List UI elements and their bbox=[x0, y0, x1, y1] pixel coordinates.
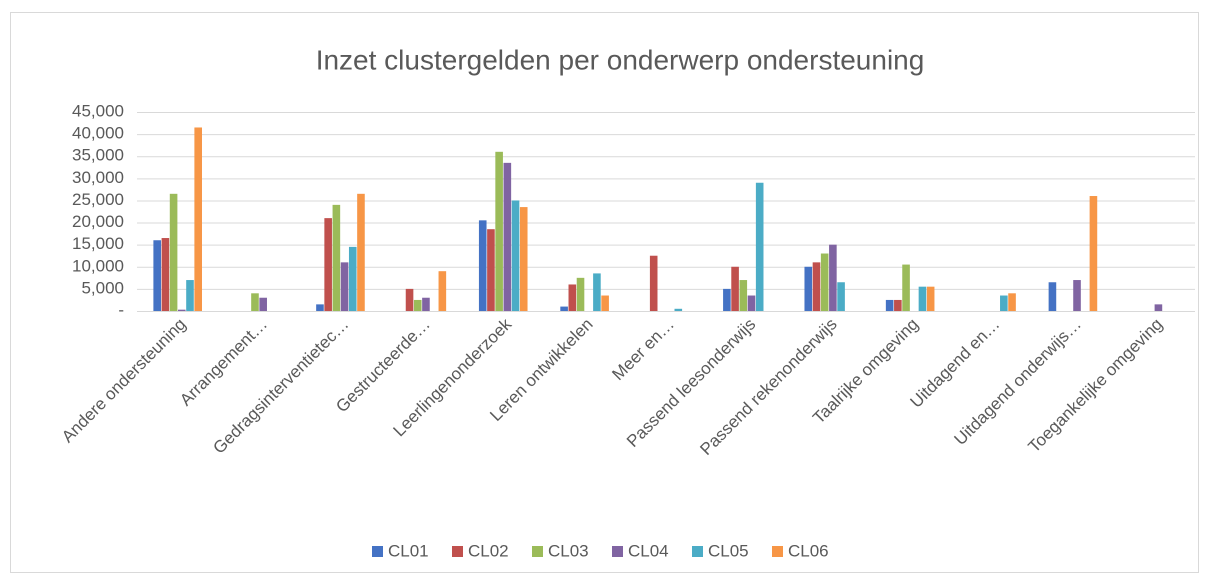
y-tick-label: - bbox=[118, 300, 124, 319]
bar bbox=[194, 127, 202, 311]
bar bbox=[405, 288, 414, 311]
bar bbox=[902, 264, 910, 311]
legend-label: CL01 bbox=[388, 541, 429, 560]
bar bbox=[316, 304, 324, 311]
legend-swatch bbox=[532, 546, 543, 557]
y-tick-label: 30,000 bbox=[72, 168, 124, 187]
bar bbox=[1073, 280, 1081, 311]
bar bbox=[723, 288, 731, 311]
legend-swatch bbox=[692, 546, 703, 557]
bar bbox=[674, 308, 683, 311]
bar bbox=[1089, 196, 1098, 311]
bar bbox=[348, 246, 357, 311]
bar bbox=[747, 295, 756, 311]
bar bbox=[177, 309, 186, 311]
bar bbox=[161, 238, 170, 311]
bar bbox=[251, 293, 259, 311]
bar bbox=[576, 277, 585, 311]
y-tick-label: 35,000 bbox=[72, 146, 124, 165]
y-tick-label: 5,000 bbox=[81, 278, 124, 297]
legend-swatch bbox=[452, 546, 463, 557]
bar bbox=[259, 297, 267, 311]
bar bbox=[649, 255, 658, 311]
legend-label: CL05 bbox=[708, 541, 749, 560]
bar bbox=[755, 182, 764, 311]
bar bbox=[926, 286, 935, 311]
bar bbox=[478, 220, 487, 311]
bar bbox=[739, 280, 748, 311]
y-tick-label: 25,000 bbox=[72, 190, 124, 209]
chart-title: Inzet clustergelden per onderwerp onders… bbox=[316, 44, 925, 75]
legend-label: CL03 bbox=[548, 541, 589, 560]
y-tick-label: 15,000 bbox=[72, 234, 124, 253]
bar bbox=[560, 306, 568, 311]
bar bbox=[829, 244, 837, 311]
bar bbox=[731, 266, 739, 311]
bar bbox=[894, 299, 902, 311]
chart-frame bbox=[10, 12, 1199, 573]
bar bbox=[519, 207, 528, 311]
bar bbox=[1000, 295, 1008, 311]
legend-swatch bbox=[612, 546, 623, 557]
bar bbox=[812, 262, 821, 311]
bar bbox=[438, 271, 447, 311]
bar bbox=[918, 286, 927, 311]
bar bbox=[885, 299, 894, 311]
bar bbox=[332, 204, 341, 311]
bar bbox=[568, 284, 577, 311]
legend-label: CL02 bbox=[468, 541, 509, 560]
y-tick-label: 45,000 bbox=[72, 101, 124, 120]
y-tick-label: 10,000 bbox=[72, 256, 124, 275]
bar bbox=[495, 151, 503, 311]
legend-label: CL06 bbox=[788, 541, 829, 560]
bar bbox=[487, 229, 495, 311]
legend-label: CL04 bbox=[628, 541, 669, 560]
y-tick-label: 20,000 bbox=[72, 212, 124, 231]
bar bbox=[357, 193, 365, 311]
bar bbox=[593, 273, 601, 311]
bar bbox=[511, 200, 520, 311]
bar bbox=[804, 266, 813, 311]
bar bbox=[413, 299, 422, 311]
bar bbox=[1008, 293, 1016, 311]
bar bbox=[422, 297, 430, 311]
bar bbox=[1154, 304, 1163, 311]
y-tick-label: 40,000 bbox=[72, 124, 124, 143]
bar bbox=[186, 280, 194, 311]
bar bbox=[837, 282, 845, 311]
bar bbox=[1048, 282, 1057, 311]
legend-swatch bbox=[372, 546, 383, 557]
bar bbox=[820, 253, 829, 311]
bar bbox=[601, 295, 609, 311]
bar bbox=[153, 240, 161, 311]
bar bbox=[340, 262, 349, 311]
legend-swatch bbox=[772, 546, 783, 557]
bar bbox=[324, 218, 332, 311]
bar bbox=[503, 162, 512, 311]
bar bbox=[169, 193, 178, 311]
